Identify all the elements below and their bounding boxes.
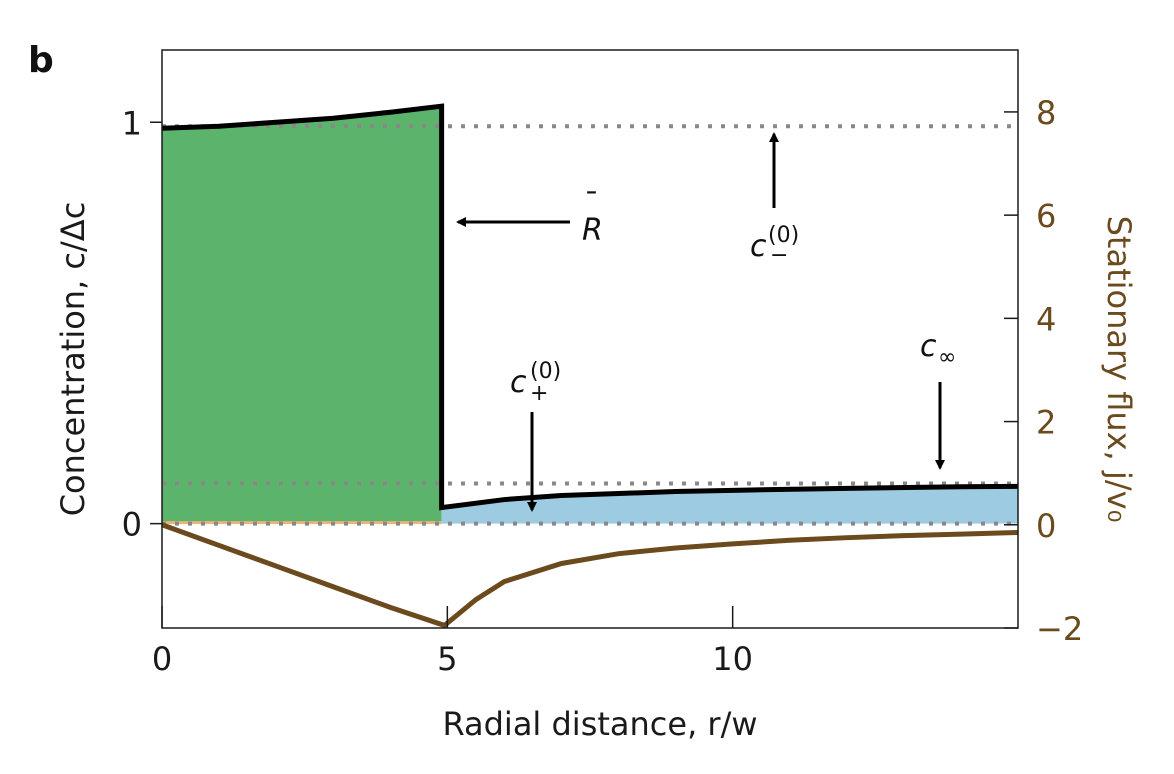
plot-frame — [161, 49, 1019, 629]
cminus-sub: − — [770, 243, 788, 268]
y-axis-title: Concentration, c/Δc — [54, 202, 92, 517]
y-tick-label-0: 0 — [122, 506, 142, 544]
x-tick-label-0: 0 — [152, 640, 172, 678]
y-tick-label-1: 1 — [122, 104, 142, 142]
y-axis-title-right: Stationary flux, j/v₀ — [1100, 216, 1138, 523]
cplus-sup: (0) — [530, 359, 561, 384]
series-line-3 — [161, 522, 1019, 629]
y-tick-right-label-0: −2 — [1036, 610, 1083, 648]
y-tick-right-label-5: 8 — [1036, 94, 1056, 132]
x-axis-title: Radial distance, r/w — [442, 705, 757, 743]
cminus-label: c — [750, 229, 767, 264]
y-tick-right-label-1: 0 — [1036, 507, 1056, 545]
x-tick-label-1: 5 — [437, 640, 457, 678]
rbar-overbar: ¯ — [584, 187, 599, 222]
area-fill-0 — [162, 106, 442, 524]
x-tick-label-2: 10 — [712, 640, 753, 678]
cinf-sub: ∞ — [938, 345, 956, 370]
panel-label: b — [28, 40, 54, 81]
series-line-2 — [161, 103, 1019, 511]
plot-area: 0 5 10 0 1 −2 0 2 4 6 8 Radial distance, r/w Concent… — [54, 49, 1138, 743]
rbar-label: R — [582, 213, 603, 248]
cplus-sub: + — [530, 381, 548, 406]
y-tick-right-label-2: 2 — [1036, 404, 1056, 442]
annotations: R ¯ c − (0) c + (0) c ∞ — [456, 132, 956, 512]
cminus-sup: (0) — [768, 223, 799, 248]
cinf-label: c — [920, 329, 937, 364]
y-tick-right-label-3: 4 — [1036, 300, 1056, 338]
y-tick-right-label-4: 6 — [1036, 197, 1056, 235]
cplus-label: c — [510, 365, 527, 400]
